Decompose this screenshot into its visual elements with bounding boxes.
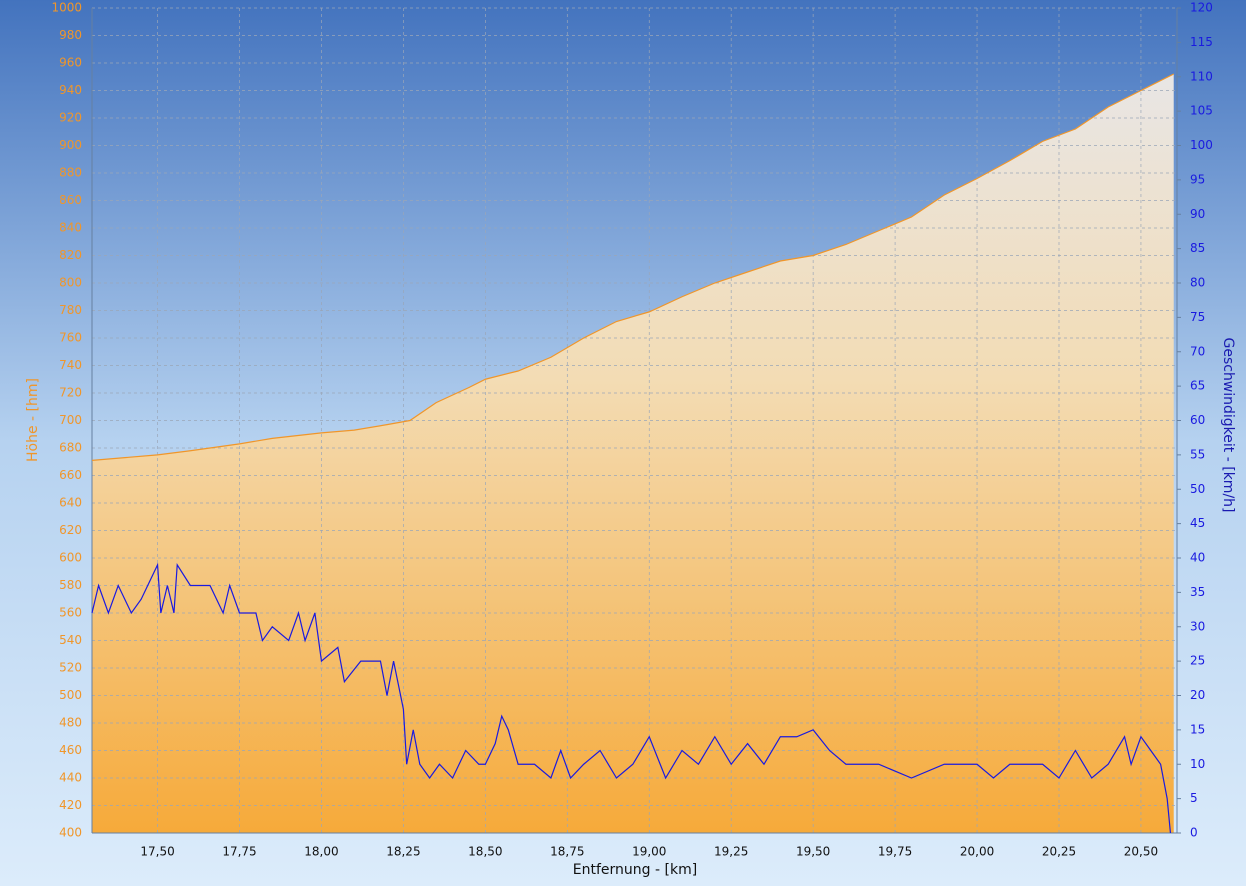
x-tick-label: 20,50 (1124, 845, 1158, 859)
y-tick-label: 940 (59, 83, 82, 97)
x-tick-label: 17,75 (222, 845, 256, 859)
y2-tick-label: 90 (1190, 207, 1205, 221)
y-tick-label: 580 (59, 578, 82, 592)
y-tick-label: 860 (59, 193, 82, 207)
x-tick-label: 20,25 (1042, 845, 1076, 859)
y2-tick-label: 115 (1190, 35, 1213, 49)
y-tick-label: 960 (59, 56, 82, 70)
y-tick-label: 400 (59, 826, 82, 840)
y-tick-label: 1000 (51, 1, 82, 15)
y2-tick-label: 110 (1190, 69, 1213, 83)
y2-tick-label: 105 (1190, 104, 1213, 118)
y-axis-label: Höhe - [hm] (25, 378, 41, 462)
x-tick-label: 18,00 (304, 845, 338, 859)
y-tick-label: 560 (59, 606, 82, 620)
y-tick-label: 440 (59, 771, 82, 785)
y2-tick-label: 10 (1190, 757, 1205, 771)
x-tick-label: 19,50 (796, 845, 830, 859)
x-tick-label: 17,50 (140, 845, 174, 859)
y-tick-label: 480 (59, 716, 82, 730)
y-tick-label: 820 (59, 248, 82, 262)
x-tick-label: 18,75 (550, 845, 584, 859)
x-tick-label: 19,75 (878, 845, 912, 859)
line (91, 73, 1174, 461)
x-tick-label: 20,00 (960, 845, 994, 859)
x-tick-label: 18,50 (468, 845, 502, 859)
y-tick-label: 600 (59, 551, 82, 565)
y2-tick-label: 70 (1190, 344, 1205, 358)
y-tick-label: 500 (59, 688, 82, 702)
y2-tick-label: 35 (1190, 585, 1205, 599)
x-axis-label: Entfernung - [km] (573, 862, 697, 878)
y2-tick-label: 75 (1190, 310, 1205, 324)
y-tick-label: 920 (59, 111, 82, 125)
y-tick-label: 760 (59, 331, 82, 345)
y2-tick-label: 45 (1190, 516, 1205, 530)
y-tick-label: 900 (59, 138, 82, 152)
line (91, 562, 1172, 834)
y2-tick-label: 100 (1190, 138, 1213, 152)
y-tick-label: 740 (59, 358, 82, 372)
y-tick-label: 780 (59, 303, 82, 317)
y2-tick-label: 15 (1190, 722, 1205, 736)
area-fill (92, 74, 1174, 833)
y-tick-label: 660 (59, 468, 82, 482)
y-tick-label: 700 (59, 413, 82, 427)
y-tick-label: 420 (59, 798, 82, 812)
y2-tick-label: 25 (1190, 654, 1205, 668)
y2-axis-label: Geschwindigkeit - [km/h] (1220, 337, 1236, 512)
y2-tick-label: 60 (1190, 413, 1205, 427)
y-tick-label: 680 (59, 441, 82, 455)
y2-tick-label: 30 (1190, 619, 1205, 633)
y2-tick-label: 65 (1190, 379, 1205, 393)
y-tick-label: 840 (59, 221, 82, 235)
x-tick-label: 19,00 (632, 845, 666, 859)
y2-tick-label: 120 (1190, 1, 1213, 15)
y2-tick-label: 5 (1190, 791, 1198, 805)
y-tick-label: 980 (59, 28, 82, 42)
y2-tick-label: 95 (1190, 172, 1205, 186)
y2-tick-label: 55 (1190, 447, 1205, 461)
y-tick-label: 720 (59, 386, 82, 400)
y-tick-label: 520 (59, 661, 82, 675)
y-tick-label: 800 (59, 276, 82, 290)
y2-tick-label: 50 (1190, 482, 1205, 496)
y2-tick-label: 0 (1190, 826, 1198, 840)
y-tick-label: 460 (59, 743, 82, 757)
y2-tick-label: 20 (1190, 688, 1205, 702)
y-tick-label: 620 (59, 523, 82, 537)
y2-tick-label: 80 (1190, 276, 1205, 290)
x-tick-label: 18,25 (386, 845, 420, 859)
y-tick-label: 880 (59, 166, 82, 180)
y-tick-label: 640 (59, 496, 82, 510)
y-tick-label: 540 (59, 633, 82, 647)
y2-tick-label: 40 (1190, 551, 1205, 565)
x-tick-label: 19,25 (714, 845, 748, 859)
y2-tick-label: 85 (1190, 241, 1205, 255)
